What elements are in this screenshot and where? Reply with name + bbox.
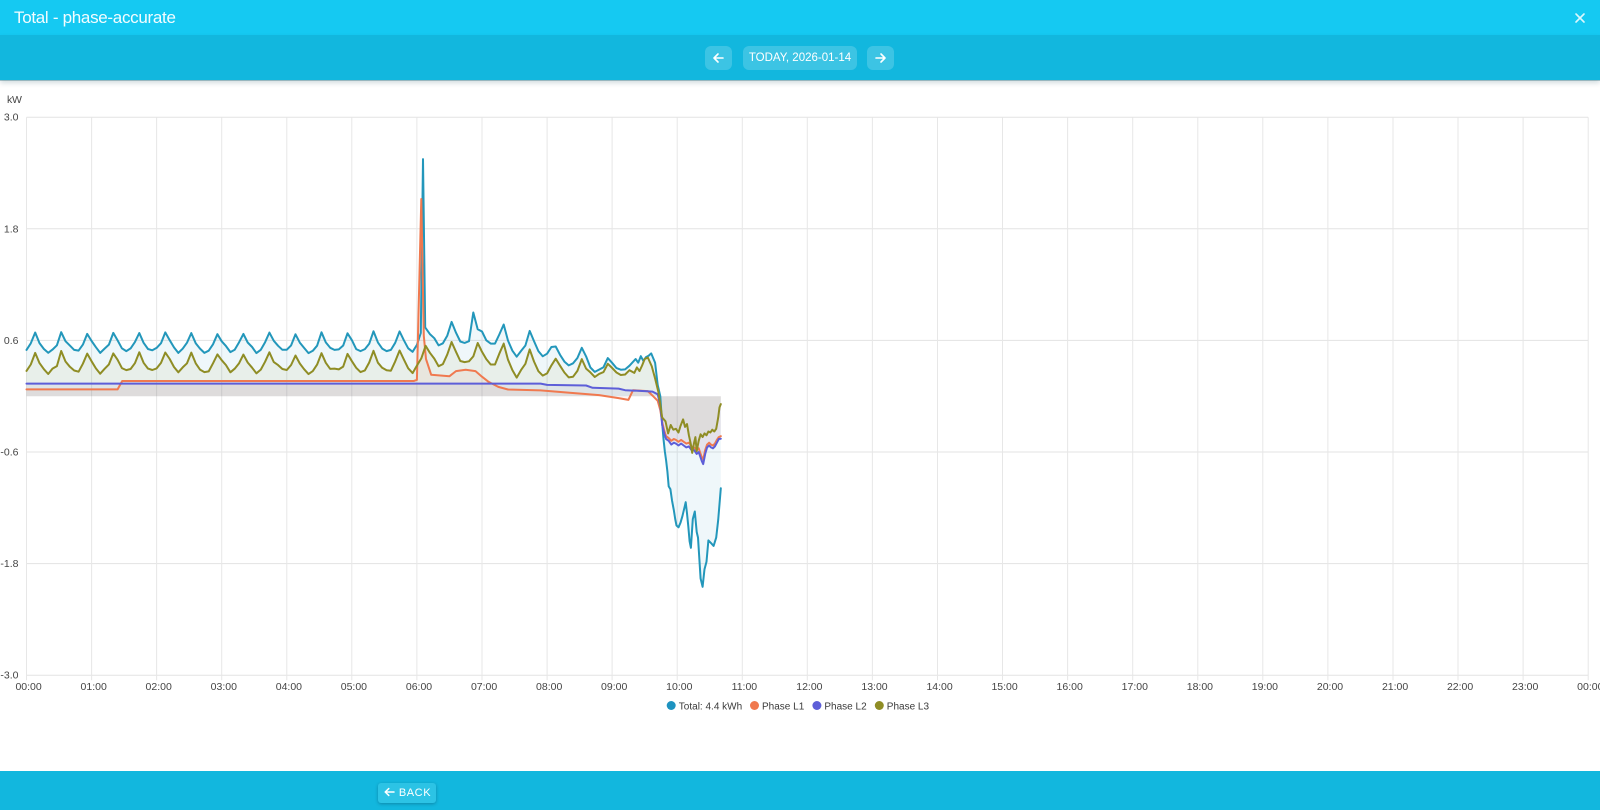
svg-text:07:00: 07:00 bbox=[471, 681, 497, 693]
svg-text:-0.6: -0.6 bbox=[0, 447, 18, 459]
svg-text:0.6: 0.6 bbox=[4, 335, 19, 347]
svg-text:kW: kW bbox=[7, 94, 22, 106]
svg-text:Phase L1: Phase L1 bbox=[762, 701, 805, 712]
svg-text:3.0: 3.0 bbox=[4, 112, 19, 124]
svg-text:Total: 4.4 kWh: Total: 4.4 kWh bbox=[679, 701, 742, 712]
svg-text:00:00: 00:00 bbox=[15, 681, 41, 693]
svg-text:02:00: 02:00 bbox=[146, 681, 172, 693]
svg-text:17:00: 17:00 bbox=[1122, 681, 1148, 693]
svg-text:20:00: 20:00 bbox=[1317, 681, 1343, 693]
svg-text:01:00: 01:00 bbox=[81, 681, 107, 693]
svg-text:19:00: 19:00 bbox=[1252, 681, 1278, 693]
svg-text:16:00: 16:00 bbox=[1057, 681, 1083, 693]
svg-text:12:00: 12:00 bbox=[796, 681, 822, 693]
svg-text:06:00: 06:00 bbox=[406, 681, 432, 693]
svg-text:Phase L2: Phase L2 bbox=[824, 701, 867, 712]
svg-text:11:00: 11:00 bbox=[732, 681, 758, 693]
svg-text:05:00: 05:00 bbox=[341, 681, 367, 693]
svg-text:09:00: 09:00 bbox=[601, 681, 627, 693]
svg-text:-1.8: -1.8 bbox=[0, 558, 18, 570]
svg-text:08:00: 08:00 bbox=[536, 681, 562, 693]
svg-text:04:00: 04:00 bbox=[276, 681, 302, 693]
svg-text:14:00: 14:00 bbox=[926, 681, 952, 693]
svg-text:1.8: 1.8 bbox=[4, 223, 19, 235]
svg-text:22:00: 22:00 bbox=[1447, 681, 1473, 693]
svg-text:15:00: 15:00 bbox=[991, 681, 1017, 693]
svg-text:Phase L3: Phase L3 bbox=[887, 701, 930, 712]
svg-text:21:00: 21:00 bbox=[1382, 681, 1408, 693]
svg-text:10:00: 10:00 bbox=[666, 681, 692, 693]
svg-text:18:00: 18:00 bbox=[1187, 681, 1213, 693]
svg-text:23:00: 23:00 bbox=[1512, 681, 1538, 693]
svg-text:13:00: 13:00 bbox=[861, 681, 887, 693]
svg-text:00:00: 00:00 bbox=[1577, 681, 1600, 693]
svg-text:-3.0: -3.0 bbox=[0, 670, 18, 682]
svg-text:03:00: 03:00 bbox=[211, 681, 237, 693]
